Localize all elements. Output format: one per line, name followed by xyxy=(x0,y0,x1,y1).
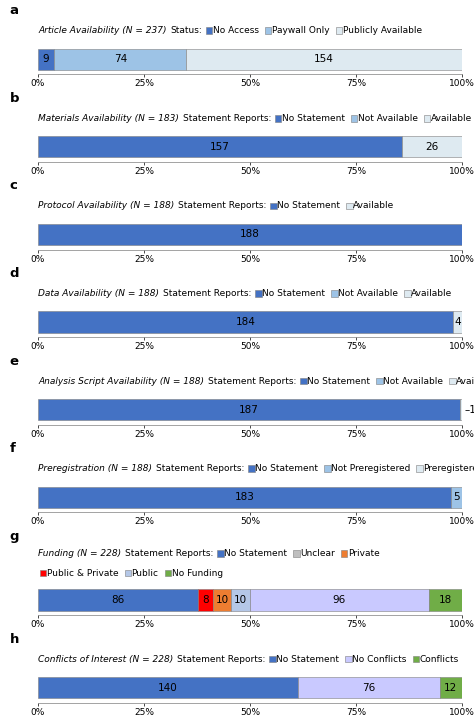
Bar xyxy=(38,311,453,332)
Bar xyxy=(198,589,213,611)
Bar xyxy=(298,677,440,698)
Text: 76: 76 xyxy=(363,683,375,693)
Text: e: e xyxy=(9,355,18,368)
Text: Funding (N = 228): Funding (N = 228) xyxy=(38,549,121,558)
Text: 74: 74 xyxy=(114,54,127,64)
Text: No Statement: No Statement xyxy=(277,201,340,211)
Bar xyxy=(250,589,428,611)
Text: Analysis Script Availability (N = 188): Analysis Script Availability (N = 188) xyxy=(38,376,204,386)
Text: No Statement: No Statement xyxy=(262,289,325,298)
Text: Private: Private xyxy=(348,549,380,558)
Bar xyxy=(453,311,462,332)
Text: h: h xyxy=(9,633,19,646)
Text: –1: –1 xyxy=(464,405,474,415)
Text: 157: 157 xyxy=(210,142,230,152)
Text: d: d xyxy=(9,267,19,280)
Bar xyxy=(213,589,231,611)
Text: No Statement: No Statement xyxy=(276,654,339,664)
Text: Data Availability (N = 188): Data Availability (N = 188) xyxy=(38,289,159,298)
Text: Preregistered: Preregistered xyxy=(423,464,474,473)
Text: 154: 154 xyxy=(314,54,334,64)
Text: Paywall Only: Paywall Only xyxy=(272,26,329,35)
Text: Available: Available xyxy=(411,289,452,298)
Bar xyxy=(38,49,54,70)
Bar xyxy=(440,677,462,698)
Text: Available: Available xyxy=(456,376,474,386)
Text: 188: 188 xyxy=(240,230,260,240)
Bar xyxy=(231,589,250,611)
Text: Public: Public xyxy=(132,568,159,578)
Text: Statement Reports:: Statement Reports: xyxy=(177,654,265,664)
Text: Materials Availability (N = 183): Materials Availability (N = 183) xyxy=(38,114,179,123)
Text: Protocol Availability (N = 188): Protocol Availability (N = 188) xyxy=(38,201,174,211)
Text: Statement Reports:: Statement Reports: xyxy=(208,376,296,386)
Text: 5: 5 xyxy=(453,492,460,502)
Text: No Statement: No Statement xyxy=(282,114,345,123)
Bar xyxy=(451,487,462,508)
Text: Statement Reports:: Statement Reports: xyxy=(178,201,266,211)
Text: a: a xyxy=(9,4,18,17)
Text: Unclear: Unclear xyxy=(300,549,335,558)
Text: Not Preregistered: Not Preregistered xyxy=(331,464,410,473)
Text: Not Available: Not Available xyxy=(383,376,443,386)
Text: f: f xyxy=(9,442,16,455)
Text: Publicly Available: Publicly Available xyxy=(343,26,422,35)
Text: Not Available: Not Available xyxy=(358,114,418,123)
Text: g: g xyxy=(9,530,19,543)
Text: c: c xyxy=(9,180,18,193)
Text: b: b xyxy=(9,92,19,105)
Bar xyxy=(38,399,460,420)
Text: No Statement: No Statement xyxy=(255,464,318,473)
Text: Statement Reports:: Statement Reports: xyxy=(182,114,271,123)
Text: 8: 8 xyxy=(202,595,209,605)
Bar xyxy=(38,136,402,158)
Text: Available: Available xyxy=(354,201,395,211)
Bar xyxy=(460,399,462,420)
Bar xyxy=(186,49,462,70)
Text: Article Availability (N = 237): Article Availability (N = 237) xyxy=(38,26,166,35)
Text: Available: Available xyxy=(431,114,472,123)
Text: Status:: Status: xyxy=(170,26,202,35)
Bar xyxy=(38,487,451,508)
Text: 4: 4 xyxy=(454,317,461,327)
Text: Statement Reports:: Statement Reports: xyxy=(125,549,213,558)
Text: Not Available: Not Available xyxy=(338,289,398,298)
Bar xyxy=(54,49,186,70)
Bar xyxy=(428,589,462,611)
Text: No Funding: No Funding xyxy=(172,568,223,578)
Text: Statement Reports:: Statement Reports: xyxy=(163,289,251,298)
Text: 184: 184 xyxy=(236,317,255,327)
Text: No Access: No Access xyxy=(213,26,259,35)
Text: 10: 10 xyxy=(234,595,247,605)
Text: Conflicts: Conflicts xyxy=(420,654,459,664)
Text: 140: 140 xyxy=(158,683,178,693)
Text: Statement Reports:: Statement Reports: xyxy=(156,464,244,473)
Text: 12: 12 xyxy=(444,683,457,693)
Text: No Statement: No Statement xyxy=(307,376,370,386)
Text: Public & Private: Public & Private xyxy=(47,568,118,578)
Text: 10: 10 xyxy=(216,595,228,605)
Bar xyxy=(38,677,298,698)
Text: 18: 18 xyxy=(438,595,452,605)
Text: 96: 96 xyxy=(333,595,346,605)
Text: 187: 187 xyxy=(239,405,259,415)
Bar xyxy=(402,136,462,158)
Bar xyxy=(38,589,198,611)
Text: 9: 9 xyxy=(43,54,49,64)
Text: No Statement: No Statement xyxy=(224,549,287,558)
Text: 183: 183 xyxy=(235,492,254,502)
Text: Preregistration (N = 188): Preregistration (N = 188) xyxy=(38,464,152,473)
Bar xyxy=(38,224,462,245)
Text: No Conflicts: No Conflicts xyxy=(352,654,407,664)
Text: 86: 86 xyxy=(111,595,125,605)
Text: Conflicts of Interest (N = 228): Conflicts of Interest (N = 228) xyxy=(38,654,173,664)
Text: 26: 26 xyxy=(425,142,438,152)
